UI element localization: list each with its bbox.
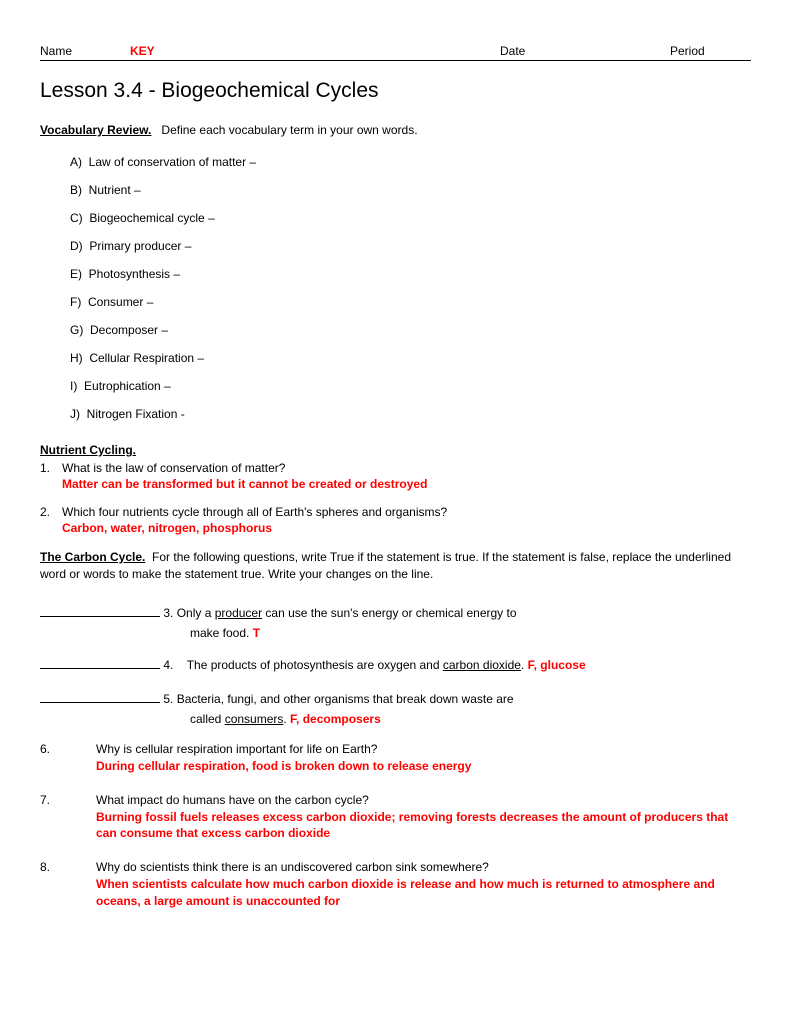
- question-row: 1.What is the law of conservation of mat…: [40, 461, 751, 475]
- vocab-item: H) Cellular Respiration –: [70, 351, 751, 365]
- question-text: What impact do humans have on the carbon…: [96, 793, 751, 807]
- question-number: 1.: [40, 461, 62, 475]
- question-row: 2.Which four nutrients cycle through all…: [40, 505, 751, 519]
- worksheet-page: Name KEY Date Period Lesson 3.4 - Biogeo…: [0, 0, 791, 1024]
- vocab-term: Eutrophication –: [84, 379, 171, 393]
- vocab-item: D) Primary producer –: [70, 239, 751, 253]
- vocab-letter: I): [70, 379, 77, 393]
- vocab-section: Vocabulary Review. Define each vocabular…: [40, 123, 751, 137]
- question-number: 4.: [163, 658, 173, 672]
- vocab-letter: F): [70, 295, 81, 309]
- answer-text: When scientists calculate how much carbo…: [40, 876, 751, 910]
- vocab-list: A) Law of conservation of matter – B) Nu…: [40, 155, 751, 421]
- vocab-item: C) Biogeochemical cycle –: [70, 211, 751, 225]
- date-label: Date: [500, 44, 670, 58]
- period-label: Period: [670, 44, 705, 58]
- answer-blank: [40, 668, 160, 669]
- vocab-term: Biogeochemical cycle –: [89, 211, 214, 225]
- tf-continuation: make food. T: [40, 626, 751, 640]
- header-line: Name KEY Date Period: [40, 44, 751, 61]
- vocab-letter: C): [70, 211, 83, 225]
- answer-blank: [40, 616, 160, 617]
- answer-key-label: KEY: [130, 44, 500, 58]
- continuation-text: make food.: [190, 626, 253, 640]
- underlined-word: carbon dioxide: [443, 658, 521, 672]
- vocab-letter: J): [70, 407, 80, 421]
- question-row: 7. What impact do humans have on the car…: [40, 793, 751, 807]
- vocab-item: B) Nutrient –: [70, 183, 751, 197]
- vocab-letter: D): [70, 239, 83, 253]
- vocab-letter: B): [70, 183, 82, 197]
- tf-question-row: 4. The products of photosynthesis are ox…: [40, 656, 751, 674]
- answer-text: Burning fossil fuels releases excess car…: [40, 809, 751, 843]
- vocab-term: Cellular Respiration –: [89, 351, 204, 365]
- question-post: can use the sun's energy or chemical ene…: [262, 606, 516, 620]
- vocab-item: J) Nitrogen Fixation -: [70, 407, 751, 421]
- vocab-letter: G): [70, 323, 83, 337]
- nutrient-cycling-heading: Nutrient Cycling.: [40, 443, 751, 457]
- tf-question-row: 5. Bacteria, fungi, and other organisms …: [40, 690, 751, 708]
- underlined-word: consumers: [225, 712, 284, 726]
- question-number: 7.: [40, 793, 96, 807]
- lesson-title: Lesson 3.4 - Biogeochemical Cycles: [40, 79, 751, 103]
- section-heading: Nutrient Cycling.: [40, 443, 136, 457]
- question-pre: Bacteria, fungi, and other organisms tha…: [177, 692, 514, 706]
- question-text: What is the law of conservation of matte…: [62, 461, 285, 475]
- vocab-item: G) Decomposer –: [70, 323, 751, 337]
- question-number: 8.: [40, 860, 96, 874]
- continuation-pre: called: [190, 712, 225, 726]
- vocab-item: F) Consumer –: [70, 295, 751, 309]
- answer-text: T: [253, 626, 260, 640]
- vocab-item: E) Photosynthesis –: [70, 267, 751, 281]
- section-heading: The Carbon Cycle.: [40, 550, 145, 564]
- question-pre: Only a: [177, 606, 215, 620]
- question-number: 3.: [163, 606, 173, 620]
- tf-continuation: called consumers. F, decomposers: [40, 712, 751, 726]
- question-number: 5.: [163, 692, 173, 706]
- question-text: Which four nutrients cycle through all o…: [62, 505, 447, 519]
- question-row: 8. Why do scientists think there is an u…: [40, 860, 751, 874]
- question-text: Why do scientists think there is an undi…: [96, 860, 751, 874]
- vocab-letter: H): [70, 351, 83, 365]
- vocab-term: Primary producer –: [89, 239, 191, 253]
- question-row: 6. Why is cellular respiration important…: [40, 742, 751, 756]
- answer-text: Carbon, water, nitrogen, phosphorus: [40, 521, 751, 535]
- answer-text: F, glucose: [528, 658, 586, 672]
- vocab-term: Nitrogen Fixation -: [87, 407, 185, 421]
- vocab-term: Consumer –: [88, 295, 153, 309]
- tf-question-row: 3. Only a producer can use the sun's ene…: [40, 604, 751, 622]
- question-pre: The products of photosynthesis are oxyge…: [187, 658, 443, 672]
- vocab-item: A) Law of conservation of matter –: [70, 155, 751, 169]
- vocab-letter: E): [70, 267, 82, 281]
- answer-text: Matter can be transformed but it cannot …: [40, 477, 751, 491]
- vocab-term: Photosynthesis –: [89, 267, 180, 281]
- vocab-letter: A): [70, 155, 82, 169]
- question-text: Why is cellular respiration important fo…: [96, 742, 751, 756]
- name-label: Name: [40, 44, 130, 58]
- vocab-term: Decomposer –: [90, 323, 168, 337]
- underlined-word: producer: [215, 606, 262, 620]
- question-number: 2.: [40, 505, 62, 519]
- question-post: .: [521, 658, 528, 672]
- vocab-item: I) Eutrophication –: [70, 379, 751, 393]
- question-number: 6.: [40, 742, 96, 756]
- vocab-term: Law of conservation of matter –: [89, 155, 256, 169]
- vocab-heading: Vocabulary Review.: [40, 123, 151, 137]
- vocab-instructions-text: Define each vocabulary term in your own …: [161, 123, 417, 137]
- carbon-cycle-section: The Carbon Cycle. For the following ques…: [40, 549, 751, 584]
- answer-text: F, decomposers: [290, 712, 381, 726]
- vocab-term: Nutrient –: [89, 183, 141, 197]
- answer-text: During cellular respiration, food is bro…: [40, 758, 751, 775]
- answer-blank: [40, 702, 160, 703]
